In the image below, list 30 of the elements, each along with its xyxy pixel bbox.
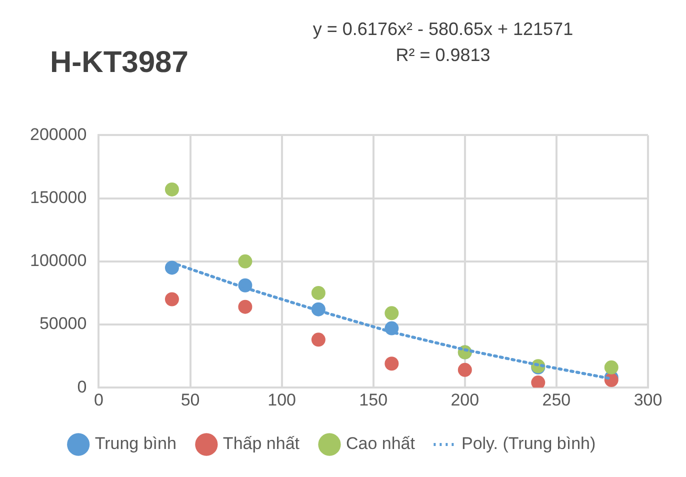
y-tick-label: 100000 — [30, 251, 87, 270]
text: y = 0.6176x² - 580.65x + 121571 — [312, 18, 574, 41]
y-tick-label: 150000 — [30, 188, 87, 207]
y-tick-label: 200000 — [30, 124, 87, 144]
x-tick-label: 50 — [180, 390, 200, 410]
x-tick-label: 200 — [450, 390, 480, 410]
chart-title: H-KT3987 — [50, 46, 188, 80]
point — [311, 286, 326, 300]
point — [164, 182, 179, 196]
legend-label: Trung bình — [94, 434, 176, 454]
point — [311, 332, 326, 347]
point — [458, 362, 472, 377]
x-tick-label: 150 — [359, 390, 388, 410]
x-tick-label: 0 — [94, 390, 104, 410]
point — [238, 254, 252, 268]
point — [604, 360, 618, 374]
point — [238, 300, 252, 314]
y-tick-label: 0 — [77, 377, 87, 396]
legend-label: Cao nhất — [346, 434, 416, 454]
text: R² = 0.9813 — [394, 44, 492, 67]
x-tick-label: 300 — [634, 390, 662, 410]
point — [384, 306, 399, 320]
point — [384, 356, 399, 371]
legend-label: Poly. (Trung bình) — [461, 434, 596, 454]
point — [164, 292, 179, 306]
legend-label: Thấp nhất — [222, 434, 300, 454]
y-tick-label: 50000 — [39, 314, 87, 334]
x-tick-label: 100 — [268, 390, 296, 410]
point — [531, 376, 546, 388]
x-tick-label: 250 — [542, 390, 571, 410]
